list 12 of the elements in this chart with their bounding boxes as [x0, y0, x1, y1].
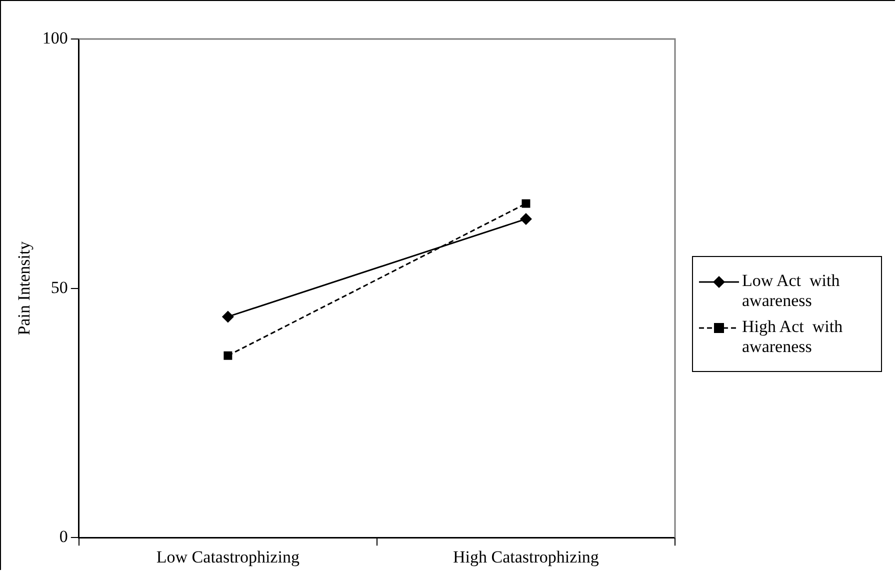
y-tick-label: 100: [42, 28, 68, 48]
point: [522, 199, 530, 208]
legend-label: Low Act with awareness: [742, 271, 841, 311]
y-tick-label: 0: [59, 527, 68, 546]
point: [520, 212, 532, 225]
legend-label: High Act with awareness: [742, 317, 844, 357]
point: [224, 351, 232, 360]
point: [222, 310, 234, 323]
x-tick-label: Low Catastrophizing: [156, 547, 300, 566]
x-tick-label: High Catastrophizing: [453, 547, 600, 566]
y-axis-title: Pain Intensity: [14, 240, 34, 336]
y-tick-label: 50: [50, 278, 68, 297]
